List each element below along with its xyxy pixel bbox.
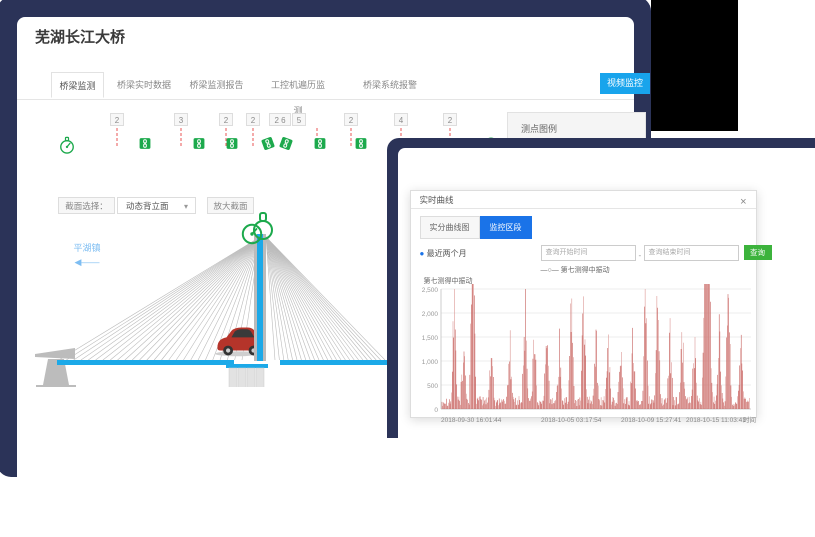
svg-text:2,500: 2,500 <box>421 287 438 294</box>
svg-text:0: 0 <box>434 407 438 414</box>
svg-text:500: 500 <box>427 383 438 390</box>
svg-text:2018-10-05 03:17:54: 2018-10-05 03:17:54 <box>541 417 602 424</box>
svg-text:1,000: 1,000 <box>421 359 438 366</box>
svg-text:2,000: 2,000 <box>421 311 438 318</box>
svg-text:1,500: 1,500 <box>421 335 438 342</box>
svg-text:2018-10-15 11:03:41: 2018-10-15 11:03:41 <box>686 417 746 424</box>
svg-text:2018-09-30 16:01:44: 2018-09-30 16:01:44 <box>441 417 502 424</box>
svg-text:2018-10-09 15:27:41: 2018-10-09 15:27:41 <box>621 417 682 424</box>
